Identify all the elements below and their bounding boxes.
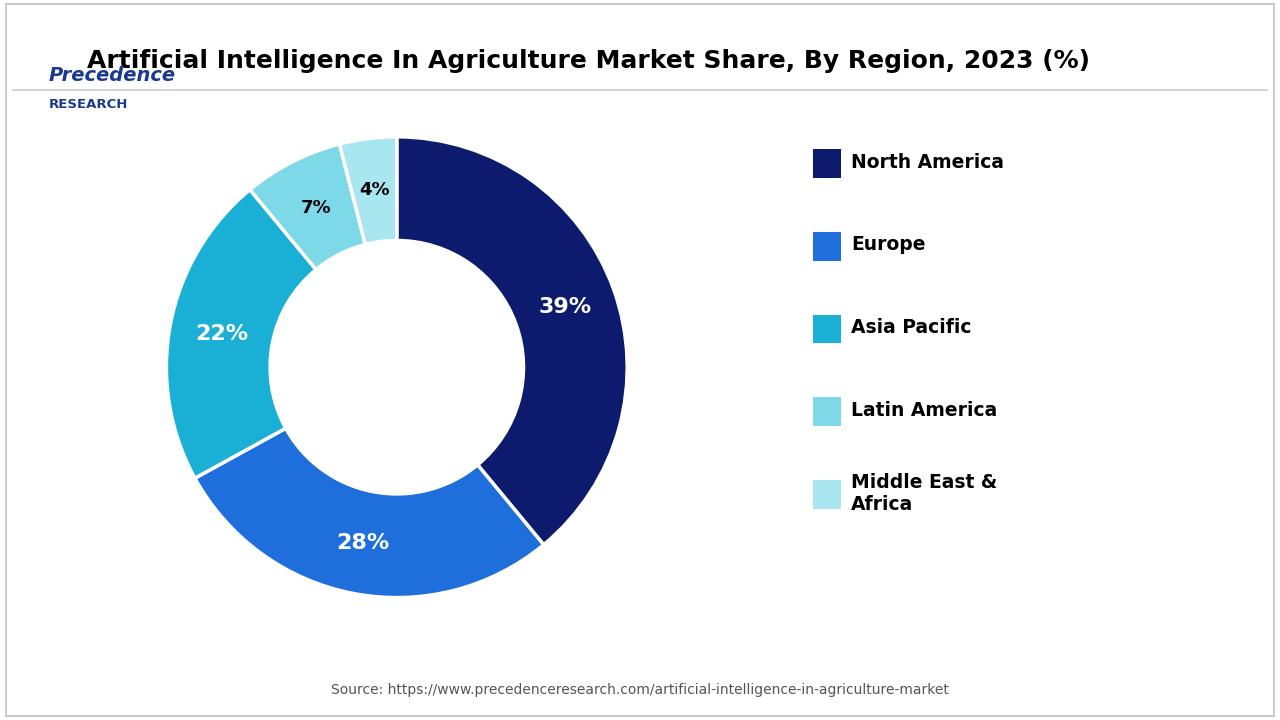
Text: 28%: 28%: [337, 533, 390, 552]
Text: RESEARCH: RESEARCH: [49, 98, 128, 111]
Wedge shape: [339, 137, 397, 245]
Wedge shape: [397, 137, 627, 545]
Wedge shape: [166, 189, 316, 478]
Text: Middle East &
Africa: Middle East & Africa: [851, 473, 997, 513]
Text: Asia Pacific: Asia Pacific: [851, 318, 972, 337]
Text: Source: https://www.precedenceresearch.com/artificial-intelligence-in-agricultur: Source: https://www.precedenceresearch.c…: [332, 683, 948, 697]
Text: 7%: 7%: [301, 199, 332, 217]
Text: North America: North America: [851, 153, 1005, 171]
Text: Artificial Intelligence In Agriculture Market Share, By Region, 2023 (%): Artificial Intelligence In Agriculture M…: [87, 49, 1091, 73]
Text: Latin America: Latin America: [851, 401, 997, 420]
Text: 39%: 39%: [539, 297, 591, 317]
Text: Europe: Europe: [851, 235, 925, 254]
Wedge shape: [195, 428, 544, 598]
Wedge shape: [250, 144, 365, 269]
Text: Precedence: Precedence: [49, 66, 175, 85]
Text: 4%: 4%: [360, 181, 389, 199]
Text: 22%: 22%: [195, 324, 248, 343]
